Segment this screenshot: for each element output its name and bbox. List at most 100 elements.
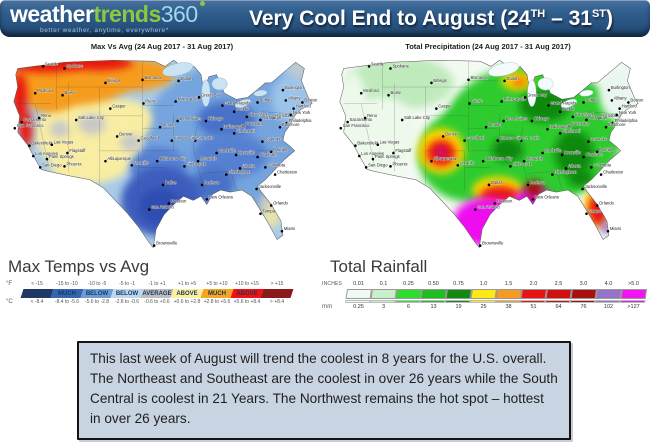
precip-value-label: 64 (555, 303, 562, 310)
temp-range-label: < -15 (31, 281, 43, 287)
city-dot (148, 208, 151, 211)
city-dot (177, 79, 180, 83)
precip-segment-strip (595, 299, 621, 302)
precip-segment-main (620, 288, 647, 299)
city-dot (232, 132, 236, 135)
city-label: Burlington (285, 85, 304, 90)
precip-value-label: 0.01 (353, 281, 364, 287)
city-label: Albuquerque (107, 156, 131, 161)
city-label: Oklahoma City (485, 156, 513, 161)
city-label: Flagstaff (69, 148, 86, 153)
city-label: Philadelphia (615, 118, 638, 123)
city-dot (587, 140, 590, 143)
temp-range-label: > +15 (270, 281, 284, 287)
city-dot (467, 78, 470, 82)
temp-range-label: -5 to -1 (119, 281, 135, 287)
city-label: Nashville (219, 148, 237, 153)
title-prefix: Very Cool End to August (24 (248, 6, 531, 30)
precip-value-label: 51 (530, 303, 537, 310)
color-region (511, 76, 527, 88)
city-dot (607, 88, 611, 92)
city-label: Los Angeles (35, 151, 58, 156)
city-label: Atlanta (242, 163, 256, 168)
precip-value-label: 6 (406, 303, 411, 310)
summary-text-box: This last week of August will trend the … (77, 341, 571, 440)
city-label: Albany (288, 95, 302, 100)
city-label: Goodland (467, 135, 486, 140)
city-dot (232, 110, 236, 114)
temp-color-bar-segments: MUCH BELOW BELOW AVERAGE ABOVE MUCH ABOVE (20, 288, 294, 298)
city-label: Phoenix (392, 161, 408, 166)
city-label: Boise (391, 90, 402, 95)
temp-range-label: +5.6 to +8.4 (233, 299, 261, 305)
precip-value-label: 19 (455, 303, 462, 310)
precip-value-label: >127 (627, 303, 640, 310)
great-lakes (162, 62, 268, 109)
city-dot (238, 167, 242, 170)
city-label: Miami (284, 226, 295, 231)
city-dot (547, 104, 550, 107)
temp-color-segment: BELOW (80, 288, 114, 298)
precip-color-segment (495, 288, 522, 302)
city-label: Grand Rapids (550, 100, 576, 105)
city-dot (522, 159, 526, 163)
city-dot (176, 119, 179, 123)
city-label: Des Moines (180, 116, 202, 121)
temp-anomaly-map: Seattle Spokane Medford Boise Billings Bismar… (13, 59, 318, 249)
city-label: Amarillo (134, 160, 150, 165)
city-dot (61, 93, 64, 97)
city-dot (63, 67, 66, 70)
city-label: Amarillo (460, 160, 476, 165)
city-dot (269, 150, 273, 154)
unit-celsius: °C (6, 299, 13, 305)
temp-segment-label: AVERAGE (142, 290, 172, 296)
temp-range-label: -5.6 to -2.8 (84, 299, 110, 305)
city-dot (256, 155, 259, 159)
city-dot (280, 229, 284, 233)
city-label: Bismarck (470, 75, 488, 80)
city-label: Orlando (273, 200, 288, 205)
city-dot (161, 183, 165, 187)
city-dot (221, 104, 224, 107)
city-label: Tampa (588, 209, 601, 214)
color-region (49, 121, 70, 138)
city-label: Cleveland (575, 112, 594, 117)
city-dot (41, 65, 45, 68)
temp-range-label: < -8.4 (30, 299, 44, 305)
precip-value-label: 3 (381, 303, 386, 310)
precip-map-title: Total Precipitation (24 Aug 2017 - 31 Au… (405, 42, 571, 51)
city-dot (531, 197, 535, 201)
city-label: Dallas (165, 180, 177, 185)
city-label: Detroit (562, 107, 575, 112)
city-label: Duluth (507, 76, 520, 81)
city-dot (618, 107, 621, 110)
city-label: Minneapolis (178, 96, 200, 101)
city-dot (271, 116, 275, 120)
color-region (197, 101, 256, 139)
city-dot (200, 183, 204, 187)
city-label: Albany (614, 95, 628, 100)
city-label: Green Bay (527, 92, 548, 97)
city-label: San Antonio (151, 204, 174, 209)
city-label: San Francisco (343, 123, 370, 128)
city-dot (371, 157, 375, 161)
city-dot (567, 124, 571, 128)
city-label: Seattle (45, 61, 59, 66)
temp-segment-label: ABOVE (176, 290, 198, 296)
precip-value-label: 13 (430, 303, 437, 310)
city-label: Birmingham (554, 169, 577, 174)
city-dot (234, 153, 238, 157)
city-label: Minneapolis (504, 96, 526, 101)
color-region (193, 132, 268, 178)
city-dot (256, 101, 259, 104)
city-dot (292, 107, 295, 110)
precip-segment-strip (520, 299, 546, 302)
precip-segment-strip (470, 299, 496, 302)
city-dot (478, 244, 482, 247)
city-label: Philadelphia (289, 118, 312, 123)
precip-color-segment (395, 288, 422, 302)
temp-legend-row: °C < -8.4 -8.4 to -5.6 -5.6 to -2.8 -2.8 to … (6, 299, 306, 305)
city-label: New Orleans (535, 194, 559, 199)
city-label: Knoxville (564, 150, 581, 155)
city-label: Albuquerque (433, 156, 457, 161)
